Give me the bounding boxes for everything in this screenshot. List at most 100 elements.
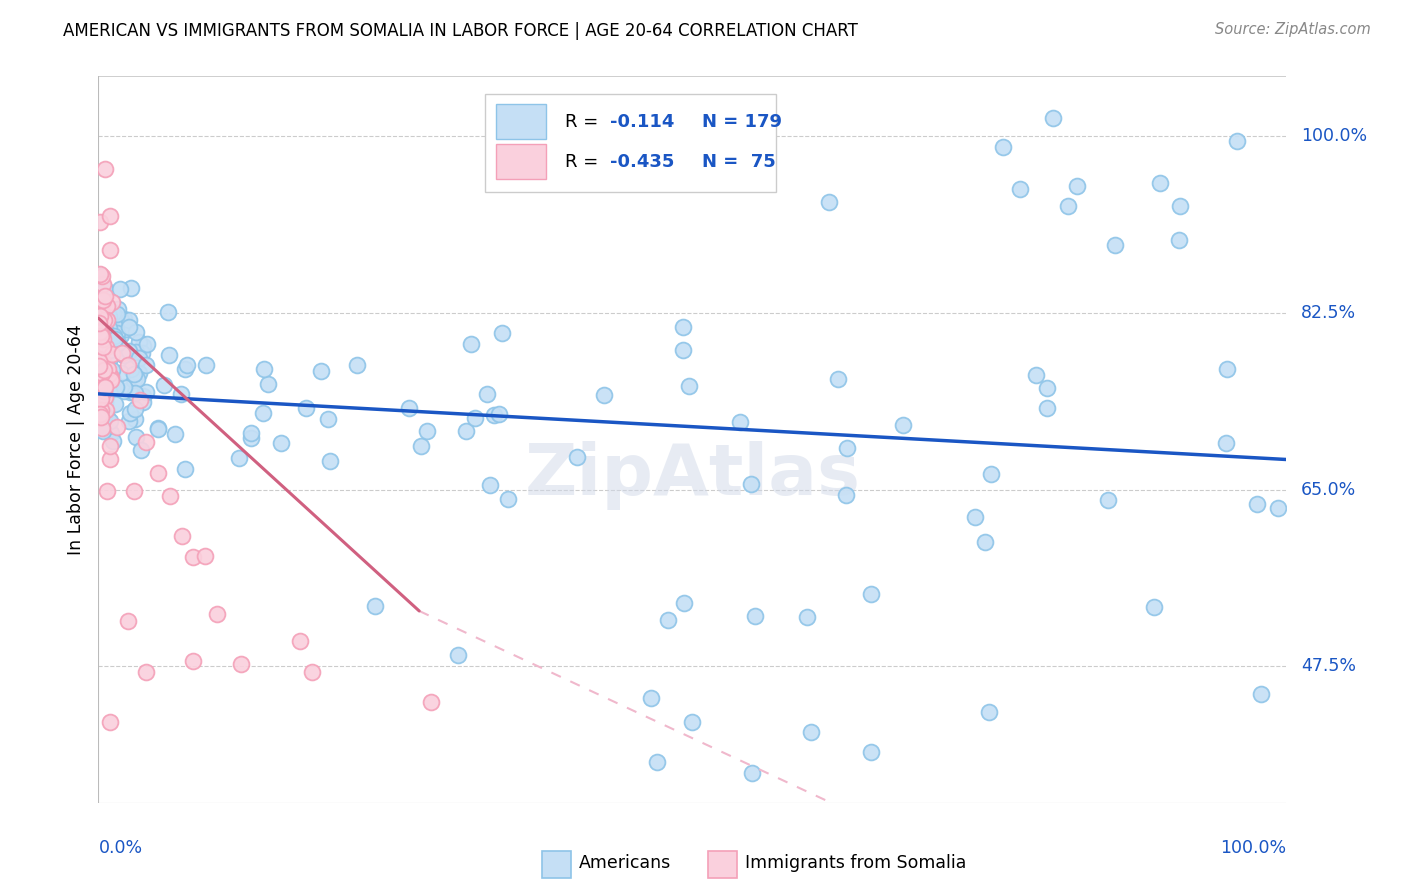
Point: [681, 714, 703, 729]
Point: [157, 349, 180, 363]
Point: [98, 341, 121, 355]
Point: [118, 414, 141, 428]
Point: [91, 405, 114, 419]
Point: [965, 509, 987, 524]
Point: [118, 313, 141, 327]
Point: [93, 377, 115, 392]
Point: [93, 289, 115, 303]
Point: [89, 384, 111, 399]
Text: 65.0%: 65.0%: [1301, 481, 1355, 499]
Point: [146, 467, 169, 481]
Point: [592, 388, 614, 402]
Point: [112, 348, 135, 362]
Point: [859, 745, 882, 759]
Point: [94, 282, 117, 296]
Point: [240, 426, 263, 441]
Point: [464, 411, 486, 425]
Point: [1097, 492, 1119, 507]
Point: [87, 354, 110, 368]
Point: [89, 310, 111, 324]
Point: [1104, 238, 1126, 252]
Point: [979, 705, 1001, 719]
Point: [673, 595, 696, 609]
Point: [90, 277, 112, 291]
Point: [491, 326, 513, 341]
Point: [101, 347, 124, 361]
Point: [96, 339, 118, 353]
FancyBboxPatch shape: [543, 851, 571, 878]
FancyBboxPatch shape: [496, 103, 547, 139]
Point: [98, 343, 121, 357]
Point: [194, 549, 217, 564]
Text: N =  75: N = 75: [702, 153, 776, 170]
Point: [482, 408, 505, 422]
Point: [174, 362, 197, 376]
Point: [117, 359, 139, 373]
Point: [96, 299, 118, 313]
Point: [91, 295, 114, 310]
Point: [131, 395, 153, 409]
Point: [195, 358, 218, 372]
Point: [100, 370, 122, 384]
Point: [93, 384, 115, 398]
Point: [98, 439, 121, 453]
Point: [398, 401, 420, 415]
Point: [980, 467, 1002, 481]
Point: [89, 351, 111, 366]
Point: [740, 477, 762, 491]
Point: [125, 345, 148, 359]
Point: [89, 318, 111, 333]
Point: [125, 372, 148, 386]
Point: [128, 334, 150, 349]
Point: [91, 331, 114, 345]
Point: [135, 434, 157, 449]
Point: [252, 406, 274, 420]
Point: [105, 380, 128, 394]
Point: [103, 397, 125, 411]
Point: [110, 328, 132, 343]
Point: [101, 295, 124, 310]
Point: [98, 243, 121, 257]
Point: [363, 599, 385, 614]
Text: R =: R =: [565, 112, 605, 130]
Point: [112, 384, 135, 399]
Point: [90, 403, 112, 417]
Point: [107, 335, 129, 350]
Point: [89, 325, 111, 339]
Point: [1036, 401, 1059, 416]
Point: [835, 488, 858, 502]
Point: [117, 614, 139, 628]
Point: [460, 337, 482, 351]
Point: [256, 377, 278, 392]
Point: [129, 392, 152, 407]
Point: [316, 412, 339, 426]
Point: [98, 309, 121, 323]
Point: [122, 368, 145, 382]
Point: [90, 392, 112, 406]
Point: [100, 426, 122, 441]
Point: [91, 277, 114, 292]
Text: Americans: Americans: [579, 854, 672, 871]
Point: [156, 305, 179, 319]
Point: [741, 765, 763, 780]
Point: [90, 385, 112, 400]
Point: [124, 386, 146, 401]
Point: [94, 407, 117, 421]
Point: [146, 421, 169, 435]
Point: [176, 358, 198, 372]
Point: [1149, 176, 1171, 190]
Point: [100, 373, 122, 387]
Point: [893, 417, 915, 432]
Point: [101, 382, 124, 396]
Point: [97, 361, 120, 376]
Point: [89, 374, 111, 388]
Text: Immigrants from Somalia: Immigrants from Somalia: [745, 854, 966, 871]
Point: [89, 411, 111, 425]
Point: [94, 340, 117, 354]
Point: [447, 648, 470, 663]
Point: [120, 281, 142, 295]
Point: [91, 374, 114, 388]
Point: [1066, 179, 1088, 194]
Point: [111, 346, 134, 360]
Point: [93, 390, 115, 404]
